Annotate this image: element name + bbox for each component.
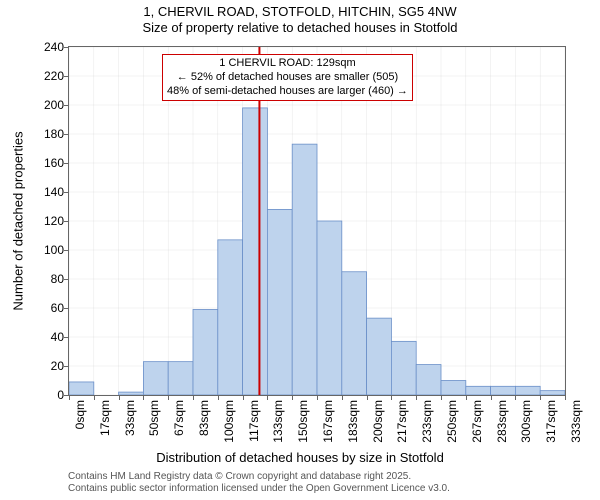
histogram-bar bbox=[292, 144, 317, 395]
histogram-bar bbox=[416, 365, 441, 395]
y-tick-label: 60 bbox=[36, 301, 64, 315]
footer-line2: Contains public sector information licen… bbox=[68, 483, 450, 494]
x-tick-label: 100sqm bbox=[222, 400, 236, 443]
x-tick-label: 217sqm bbox=[395, 400, 409, 443]
x-tick-label: 83sqm bbox=[197, 400, 211, 436]
footer-attribution: Contains HM Land Registry data © Crown c… bbox=[68, 471, 450, 495]
x-tick-label: 150sqm bbox=[296, 400, 310, 443]
y-tick-label: 180 bbox=[36, 127, 64, 141]
x-tick-label: 67sqm bbox=[172, 400, 186, 436]
annot-line1: 1 CHERVIL ROAD: 129sqm bbox=[219, 57, 355, 69]
x-tick-label: 183sqm bbox=[346, 400, 360, 443]
chart-title: 1, CHERVIL ROAD, STOTFOLD, HITCHIN, SG5 … bbox=[0, 4, 600, 37]
x-tick-label: 133sqm bbox=[271, 400, 285, 443]
title-line2: Size of property relative to detached ho… bbox=[142, 20, 457, 35]
histogram-bar bbox=[143, 362, 168, 395]
histogram-bar bbox=[367, 318, 392, 395]
x-tick-label: 200sqm bbox=[371, 400, 385, 443]
x-tick-label: 50sqm bbox=[147, 400, 161, 436]
y-tick-label: 220 bbox=[36, 69, 64, 83]
histogram-bar bbox=[218, 240, 243, 395]
x-tick-label: 267sqm bbox=[470, 400, 484, 443]
y-tick-label: 240 bbox=[36, 40, 64, 54]
y-tick-label: 20 bbox=[36, 359, 64, 373]
y-tick-label: 40 bbox=[36, 330, 64, 344]
histogram-bar bbox=[491, 386, 516, 395]
annot-line3: 48% of semi-detached houses are larger (… bbox=[167, 85, 408, 97]
x-tick-label: 117sqm bbox=[247, 400, 261, 442]
chart-container: { "title_line1": "1, CHERVIL ROAD, STOTF… bbox=[0, 0, 600, 500]
annot-line2: ← 52% of detached houses are smaller (50… bbox=[177, 71, 398, 83]
histogram-bar bbox=[342, 272, 367, 395]
histogram-bar bbox=[168, 362, 193, 395]
y-tick-label: 160 bbox=[36, 156, 64, 170]
x-tick-label: 17sqm bbox=[98, 400, 112, 436]
x-tick-label: 283sqm bbox=[495, 400, 509, 443]
x-tick-label: 167sqm bbox=[321, 400, 335, 443]
histogram-bar bbox=[69, 382, 94, 395]
histogram-bar bbox=[441, 381, 466, 396]
y-axis-label: Number of detached properties bbox=[11, 131, 26, 310]
y-tick-label: 140 bbox=[36, 185, 64, 199]
x-tick-label: 317sqm bbox=[544, 400, 558, 443]
annotation-box: 1 CHERVIL ROAD: 129sqm ← 52% of detached… bbox=[162, 54, 413, 101]
histogram-bar bbox=[540, 391, 565, 395]
histogram-bar bbox=[515, 386, 540, 395]
histogram-bar bbox=[391, 341, 416, 395]
histogram-bar bbox=[119, 392, 144, 395]
x-axis-label: Distribution of detached houses by size … bbox=[0, 450, 600, 465]
footer-line1: Contains HM Land Registry data © Crown c… bbox=[68, 471, 411, 482]
y-tick-label: 200 bbox=[36, 98, 64, 112]
y-tick-label: 120 bbox=[36, 214, 64, 228]
x-tick-label: 0sqm bbox=[73, 400, 87, 429]
histogram-bar bbox=[267, 209, 292, 395]
x-tick-label: 250sqm bbox=[445, 400, 459, 443]
x-tick-label: 233sqm bbox=[420, 400, 434, 443]
x-tick-label: 333sqm bbox=[569, 400, 583, 443]
histogram-bar bbox=[193, 309, 218, 395]
x-tick-label: 33sqm bbox=[123, 400, 137, 436]
y-tick-label: 80 bbox=[36, 272, 64, 286]
histogram-bar bbox=[317, 221, 342, 395]
title-line1: 1, CHERVIL ROAD, STOTFOLD, HITCHIN, SG5 … bbox=[143, 4, 456, 19]
x-tick-label: 300sqm bbox=[519, 400, 533, 443]
y-tick-label: 0 bbox=[36, 388, 64, 402]
histogram-bar bbox=[466, 386, 491, 395]
histogram-bar bbox=[243, 108, 268, 395]
y-tick-label: 100 bbox=[36, 243, 64, 257]
